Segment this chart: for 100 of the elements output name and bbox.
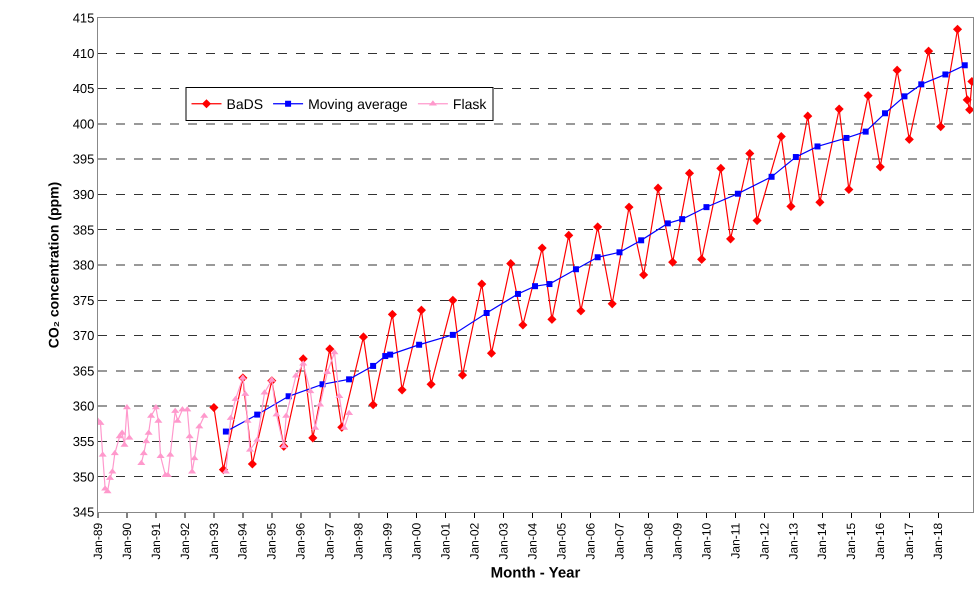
point: [370, 362, 376, 369]
x-tick-label: Jan-91: [148, 522, 163, 560]
point: [280, 442, 288, 448]
x-tick-label: Jan-97: [322, 522, 337, 560]
point: [514, 290, 521, 297]
point: [186, 432, 194, 438]
x-tick-label: Jan-00: [410, 522, 424, 560]
point: [593, 222, 602, 232]
x-tick-label: Jan-98: [352, 522, 366, 560]
point: [684, 168, 694, 178]
point: [962, 95, 972, 104]
x-tick-label: Jan-12: [757, 522, 772, 560]
point: [803, 112, 812, 121]
point: [936, 122, 946, 132]
point: [506, 259, 516, 268]
point: [892, 66, 902, 75]
x-tick-label: Jan-89: [90, 522, 105, 560]
point: [398, 385, 407, 394]
point: [624, 202, 634, 212]
point: [154, 417, 162, 423]
point: [547, 314, 556, 324]
point: [862, 128, 869, 135]
legend-label: Flask: [452, 96, 488, 112]
legend-label: BaDS: [226, 96, 264, 112]
x-tick-label: Jan-06: [583, 522, 598, 560]
x-tick-label: Jan-03: [496, 522, 511, 560]
point: [679, 216, 686, 222]
point: [532, 283, 538, 290]
point: [639, 270, 648, 280]
point: [904, 134, 914, 144]
y-tick-label: 385: [72, 222, 94, 238]
point: [486, 348, 496, 358]
x-axis-title: Month - Year: [490, 564, 581, 582]
point: [299, 360, 308, 366]
point: [335, 392, 344, 398]
y-axis-title: CO₂ concentration (ppm): [45, 182, 62, 348]
y-tick-label: 405: [72, 81, 94, 96]
point: [564, 230, 574, 240]
x-tick-label: Jan-02: [468, 522, 482, 560]
point: [174, 417, 182, 423]
x-tick-label: Jan-08: [641, 522, 656, 560]
point: [901, 93, 908, 100]
point: [142, 438, 150, 444]
point: [416, 342, 422, 348]
point: [616, 249, 623, 256]
y-tick-label: 380: [72, 258, 94, 273]
point: [292, 372, 300, 378]
point: [416, 306, 426, 315]
point: [942, 71, 948, 78]
point: [450, 332, 456, 338]
y-tick-label: 410: [72, 46, 94, 61]
legend-label: Moving average: [308, 96, 408, 112]
point: [814, 143, 821, 150]
point: [110, 450, 119, 456]
point: [325, 344, 334, 354]
point: [518, 320, 528, 330]
x-tick-label: Jan-09: [670, 522, 684, 560]
point: [254, 412, 260, 418]
point: [458, 370, 468, 380]
point: [608, 299, 617, 308]
x-tick-label: Jan-17: [902, 522, 916, 560]
point: [387, 352, 394, 358]
y-tick-label: 355: [72, 434, 94, 449]
point: [248, 459, 257, 469]
y-tick-label: 345: [72, 504, 94, 520]
point: [786, 202, 796, 211]
point: [448, 296, 458, 305]
point: [792, 154, 799, 160]
point: [538, 244, 547, 253]
point: [776, 132, 786, 142]
point: [882, 110, 888, 116]
point: [358, 332, 368, 342]
x-tick-label: Jan-90: [120, 522, 134, 560]
x-tick-label: Jan-93: [206, 522, 221, 560]
point: [576, 306, 586, 316]
point: [137, 460, 146, 466]
point: [125, 434, 134, 440]
x-tick-label: Jan-04: [525, 522, 540, 560]
point: [140, 450, 148, 456]
point: [238, 374, 247, 380]
point: [368, 400, 378, 410]
point: [190, 454, 198, 460]
point: [876, 162, 885, 172]
y-tick-label: 415: [72, 10, 94, 26]
point: [668, 258, 678, 267]
x-tick-label: Jan-10: [699, 522, 714, 560]
point: [108, 468, 116, 474]
point: [572, 266, 579, 272]
point: [426, 380, 436, 389]
point: [864, 91, 873, 100]
point: [962, 62, 968, 68]
point: [222, 428, 229, 435]
x-tick-label: Jan-95: [264, 522, 279, 560]
x-tick-label: Jan-94: [236, 522, 250, 560]
point: [98, 451, 107, 457]
point: [244, 417, 252, 423]
point: [726, 234, 736, 244]
x-tick-label: Jan-18: [931, 522, 946, 560]
x-tick-label: Jan-15: [844, 522, 858, 560]
point: [222, 468, 230, 474]
